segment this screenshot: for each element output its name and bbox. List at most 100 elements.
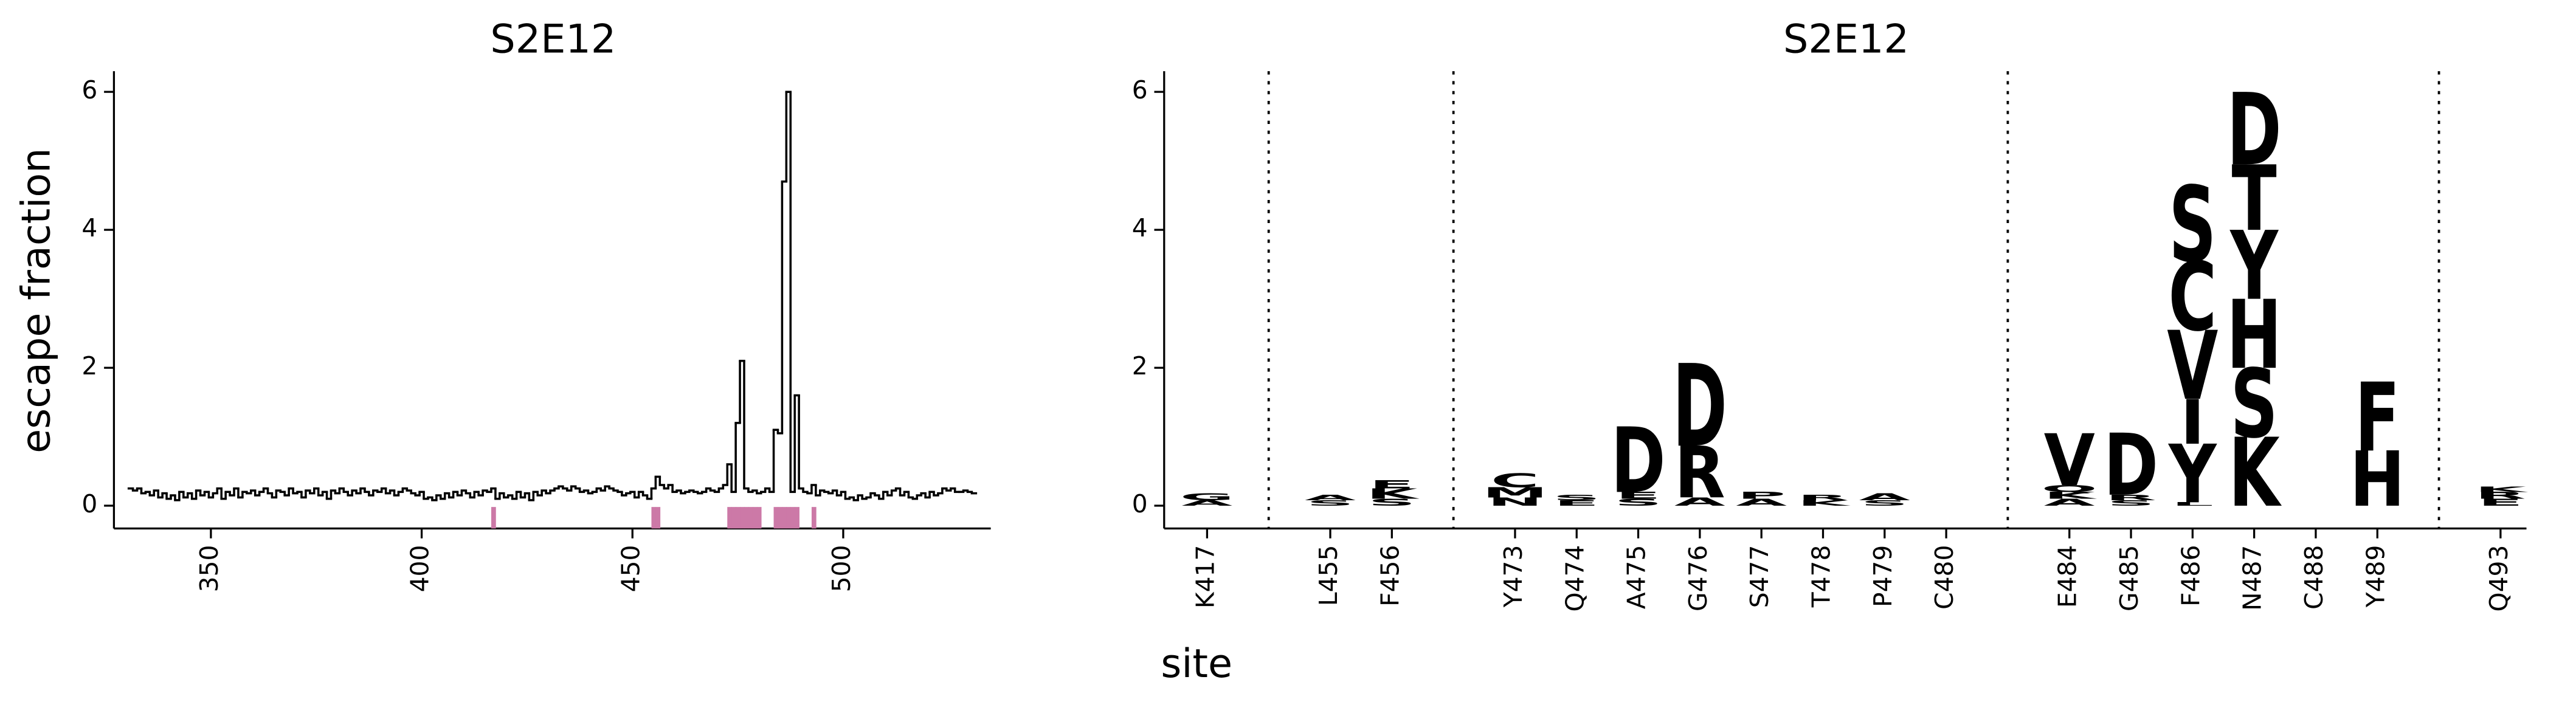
site-highlight (778, 507, 783, 529)
x-tick-label: S477 (1745, 545, 1774, 608)
site-highlight (782, 507, 787, 529)
y-tick-label: 2 (1132, 351, 1148, 380)
x-tick-label: C480 (1930, 545, 1959, 610)
x-tick-label: 350 (195, 545, 224, 593)
logo-letter: R (1674, 432, 1725, 515)
logo-letter: K (1366, 486, 1420, 502)
logo-letter: S (1368, 497, 1415, 508)
site-highlight (786, 507, 792, 529)
chart-title: S2E12 (1783, 16, 1909, 62)
x-tick-label: A475 (1622, 545, 1651, 610)
x-tick-label: Q474 (1560, 545, 1589, 612)
logo-letter: D (1611, 409, 1665, 514)
x-tick-label: G476 (1683, 545, 1713, 611)
site-highlight (744, 507, 749, 529)
logo-letter: M (1482, 484, 1548, 501)
logo-letter: K (1797, 499, 1851, 508)
logo-letter: K (2229, 418, 2282, 528)
x-tick-label: Y489 (2361, 545, 2390, 608)
site-highlight (651, 507, 657, 529)
logo-letter: E (1554, 499, 1599, 508)
y-tick-label: 4 (81, 213, 97, 243)
logo-letter: D (2104, 416, 2158, 515)
site-highlight (740, 507, 745, 529)
y-tick-label: 0 (1132, 489, 1148, 518)
logo-letter: A (1736, 497, 1787, 508)
logo-letter: P (1737, 490, 1786, 501)
x-tick-label: E484 (2053, 545, 2082, 608)
logo-letter: T (2232, 146, 2277, 251)
site-highlight (790, 507, 796, 529)
logo-letter: C (2168, 242, 2217, 353)
site-highlight (773, 507, 779, 529)
x-tick-label: G485 (2115, 545, 2144, 611)
logo-letter: E (1369, 478, 1414, 492)
x-tick-label: F456 (1375, 545, 1404, 607)
logo-letter: K (2475, 485, 2529, 494)
logo-letter: E (1615, 490, 1660, 501)
site-highlight (736, 507, 741, 529)
y-tick-label: 6 (1132, 75, 1148, 105)
logo-letter: F (2355, 362, 2400, 473)
site-highlight (756, 507, 762, 529)
site-highlight (748, 507, 753, 529)
x-tick-label: N487 (2238, 545, 2267, 611)
y-tick-label: 4 (1132, 213, 1148, 243)
logo-letter: D (1673, 341, 1727, 473)
logo-letter: G (1180, 492, 1234, 503)
logo-letter: V (2167, 311, 2218, 421)
logo-letter: R (1798, 494, 1849, 502)
logo-letter: A (1674, 495, 1725, 509)
logo-letter: A (1305, 494, 1356, 502)
logo-letter: S (2231, 349, 2278, 459)
x-tick-label: K417 (1190, 545, 1220, 608)
logo-letter: R (2105, 494, 2156, 502)
logo-letter: A (2044, 497, 2095, 508)
logo-letter: S (1861, 499, 1908, 508)
logo-letter: S (1307, 499, 1354, 508)
logo-letter: A (1181, 499, 1232, 508)
logo-letter: S (1614, 497, 1662, 508)
logo-letter: H (2350, 436, 2405, 524)
x-tick-label: F486 (2176, 545, 2205, 607)
y-tick-label: 6 (81, 75, 97, 105)
x-tick-label: T478 (1806, 545, 1835, 608)
x-tick-label: L455 (1314, 545, 1343, 606)
site-highlight (655, 507, 661, 529)
y-axis-label: escape fraction (13, 148, 59, 453)
logo-letter: K (2044, 490, 2098, 501)
logo-letter: S (1553, 494, 1600, 502)
logo-letter: Y (2167, 428, 2217, 521)
logo-letter: I (2180, 387, 2205, 458)
y-tick-label: 2 (81, 351, 97, 380)
x-tick-label: C488 (2299, 545, 2329, 610)
logo-letter: V (2044, 419, 2095, 502)
site-highlight (795, 507, 799, 529)
logo-letter: C (1491, 470, 1539, 492)
x-tick-label: 400 (406, 545, 435, 593)
logo-letter: Y (2229, 211, 2279, 322)
chart-title: S2E12 (490, 16, 616, 62)
logo-letter: S (2169, 164, 2216, 285)
logo-letter: N (1487, 495, 1542, 509)
x-tick-label: Y473 (1499, 545, 1528, 608)
x-axis-label: site (1161, 641, 1232, 687)
logo-letter: D (2227, 72, 2282, 188)
site-highlight (752, 507, 758, 529)
x-tick-label: 500 (827, 545, 856, 593)
x-tick-label: 450 (616, 545, 645, 593)
logo-letter: R (2475, 490, 2526, 501)
site-highlight (731, 507, 736, 529)
x-tick-label: P479 (1868, 545, 1897, 607)
logo-letter: A (1859, 492, 1910, 503)
logo-letter: Q (2042, 483, 2098, 494)
site-highlight (727, 507, 733, 529)
site-highlight (491, 507, 496, 529)
logo-letter: S (2107, 499, 2155, 508)
y-tick-label: 0 (81, 489, 97, 518)
logo-letter: H (2226, 280, 2282, 390)
site-highlight (811, 507, 817, 529)
x-tick-label: Q493 (2484, 545, 2513, 612)
